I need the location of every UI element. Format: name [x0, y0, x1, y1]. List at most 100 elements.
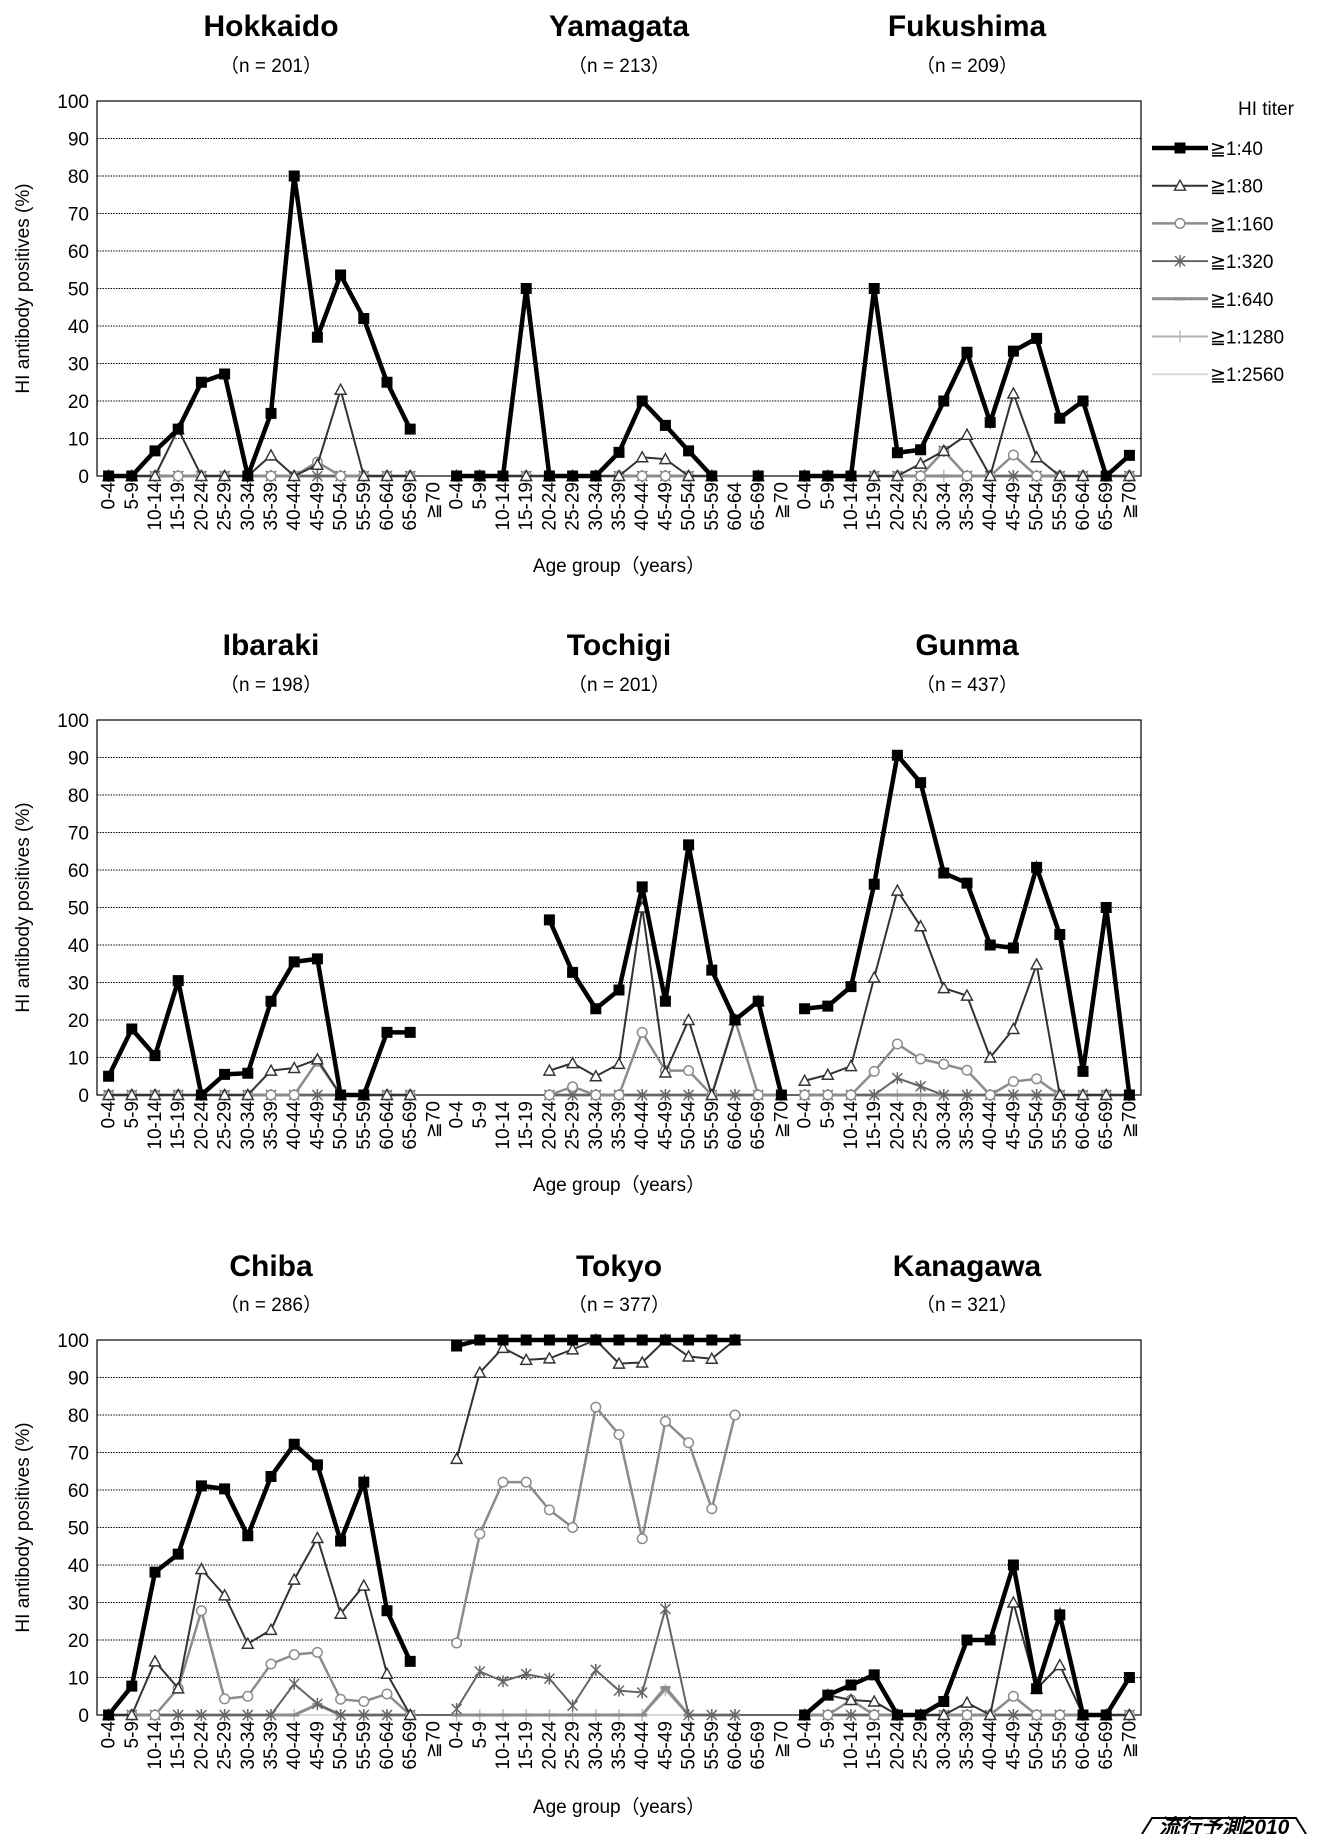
- panel-gunma: Gunma （n = 437） 0-4 5-9 10-14 15-19 20-24 25-29…: [795, 629, 1141, 1150]
- x-tick-label: 50-54: [1027, 1101, 1048, 1150]
- data-point: [543, 914, 555, 926]
- data-point: [357, 469, 371, 482]
- x-tick-label: 35-39: [609, 482, 630, 531]
- x-tick-label: 55-59: [1050, 1721, 1071, 1770]
- data-point: [983, 469, 997, 482]
- data-point: [496, 1340, 510, 1354]
- x-tick-label: ≧70: [423, 1721, 444, 1758]
- data-point: [287, 1572, 301, 1585]
- legend-entry: ≧1:40: [1152, 139, 1263, 160]
- x-tick-label: 5-9: [122, 1101, 143, 1128]
- data-point: [311, 331, 323, 343]
- data-point: [915, 444, 927, 456]
- x-tick-label: 50-54: [679, 482, 700, 531]
- data-point: [1122, 1708, 1137, 1721]
- data-point: [1006, 1022, 1021, 1035]
- x-tick-label: 65-69: [748, 482, 769, 531]
- x-tick-label: 15-19: [864, 1721, 885, 1770]
- data-point: [983, 1708, 997, 1721]
- data-point: [149, 1709, 161, 1721]
- data-point: [892, 1093, 903, 1097]
- data-point: [1031, 1683, 1043, 1695]
- data-point: [659, 1602, 671, 1615]
- x-tick-label: 50-54: [679, 1721, 700, 1770]
- data-point: [241, 1636, 255, 1649]
- data-point: [148, 1088, 162, 1101]
- panel-sample-size: （n = 377）: [568, 1294, 670, 1316]
- data-point: [706, 1334, 718, 1346]
- data-point: [265, 470, 277, 482]
- data-point: [358, 1089, 370, 1101]
- data-point: [1053, 1088, 1067, 1101]
- x-tick-label: 10-14: [493, 482, 514, 531]
- x-tick-label: 50-54: [331, 1721, 352, 1770]
- data-point: [474, 1665, 486, 1678]
- data-point: [520, 283, 532, 294]
- series-line: [456, 288, 714, 479]
- x-tick-label: 30-34: [238, 1101, 259, 1150]
- x-tick-label: 25-29: [563, 1101, 584, 1150]
- x-tick-label: 25-29: [563, 482, 584, 531]
- data-point: [311, 470, 323, 482]
- y-tick-label: 40: [68, 936, 89, 957]
- data-point: [683, 1437, 695, 1449]
- data-point: [148, 1654, 162, 1667]
- x-tick-label: ≧70: [771, 1101, 792, 1138]
- panel-sample-size: （n = 321）: [916, 1294, 1018, 1316]
- data-point: [497, 470, 509, 482]
- data-point: [287, 469, 301, 482]
- panel-title: Tochigi: [567, 629, 671, 662]
- data-point: [217, 1088, 232, 1101]
- x-tick-label: 40-44: [284, 1721, 305, 1770]
- x-tick-label: 55-59: [1050, 1101, 1071, 1150]
- x-tick-label: 65-69: [1096, 1101, 1117, 1150]
- data-point: [172, 1548, 184, 1560]
- legend-label: ≧1:320: [1210, 252, 1273, 273]
- x-axis-title: Age group（years）: [533, 555, 705, 577]
- x-tick-label: 60-64: [725, 482, 746, 531]
- x-tick-label: 60-64: [1073, 482, 1094, 531]
- data-point: [868, 1065, 880, 1077]
- data-point: [310, 457, 325, 470]
- data-point: [960, 988, 974, 1001]
- data-point: [567, 1521, 579, 1534]
- data-point: [381, 1026, 393, 1038]
- legend-label: ≧1:1280: [1210, 328, 1284, 349]
- data-point: [381, 1709, 393, 1721]
- data-point: [521, 1713, 532, 1717]
- data-point: [844, 1693, 858, 1706]
- data-point: [474, 1334, 486, 1346]
- data-point: [335, 1693, 347, 1705]
- x-tick-label: 30-34: [934, 482, 955, 531]
- data-point: [264, 1063, 278, 1076]
- x-tick-label: 0-4: [795, 1101, 816, 1129]
- data-point: [172, 1709, 184, 1721]
- data-point: [681, 469, 696, 482]
- data-point: [380, 469, 394, 482]
- data-point: [729, 1334, 741, 1346]
- data-point: [542, 1063, 557, 1076]
- data-point: [358, 1709, 370, 1721]
- y-axis-title: HI antibody positives (%): [13, 802, 34, 1012]
- data-point: [217, 469, 232, 482]
- x-tick-label: 45-49: [655, 1101, 676, 1150]
- panel-sample-size: （n = 209）: [916, 55, 1018, 77]
- data-point: [219, 1068, 231, 1080]
- x-tick-label: 55-59: [702, 1101, 723, 1150]
- data-point: [636, 470, 648, 482]
- x-tick-label: ≧70: [771, 1721, 792, 1758]
- x-tick-label: 15-19: [168, 482, 189, 531]
- y-tick-label: 100: [57, 711, 89, 732]
- series-line: [106, 956, 411, 1100]
- series-line: [456, 456, 712, 477]
- data-point: [961, 1634, 973, 1646]
- data-point: [265, 1089, 277, 1101]
- x-tick-label: 35-39: [261, 482, 282, 531]
- data-point: [938, 1058, 950, 1070]
- data-point: [310, 1052, 325, 1065]
- panel-ibaraki: Ibaraki （n = 198） 0-4 5-9 10-14 15-19 20-24 25-…: [99, 629, 445, 1150]
- stamp: 流行予測2010: [1141, 1815, 1307, 1834]
- data-point: [822, 1689, 834, 1701]
- x-tick-label: 50-54: [679, 1101, 700, 1150]
